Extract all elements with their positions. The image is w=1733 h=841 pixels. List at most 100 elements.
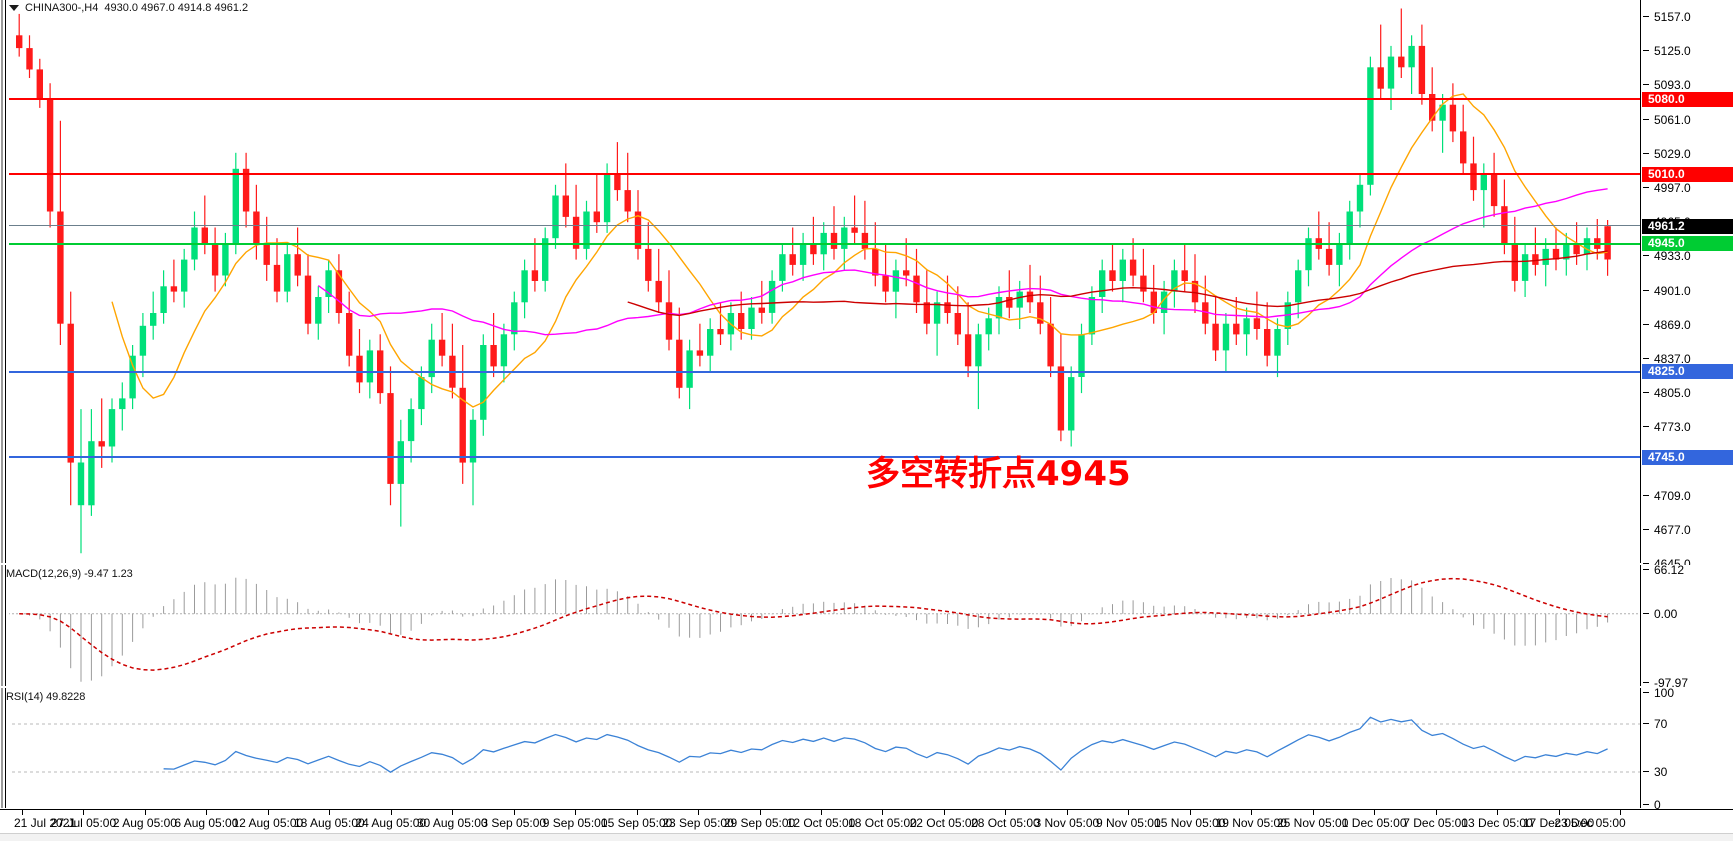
time-axis-tick <box>1066 810 1068 815</box>
time-axis-label: 30 Aug 05:00 <box>416 816 488 830</box>
macd-axis-tick: 0.00 <box>1641 607 1677 621</box>
time-axis-label: 13 Dec 05:00 <box>1461 816 1533 830</box>
symbol-label: CHINA300-,H4 <box>25 2 99 14</box>
triangle-down-icon[interactable] <box>9 5 19 11</box>
rsi-indicator-label: RSI(14) 49.8228 <box>6 691 86 703</box>
price-axis-tick: 4997.0 <box>1641 181 1691 195</box>
rsi-axis-tick: 0 <box>1641 798 1661 812</box>
time-axis-tick <box>698 810 700 815</box>
left-scrollbar-gutter[interactable] <box>0 0 9 563</box>
time-axis-tick <box>882 810 884 815</box>
price-axis-tick: 5125.0 <box>1641 44 1691 58</box>
price-level-badge-last-price[interactable]: 4961.2 <box>1642 218 1733 234</box>
time-axis-tick <box>1620 810 1621 815</box>
macd-plot-area[interactable] <box>0 565 1640 686</box>
time-axis-tick <box>1251 810 1253 815</box>
time-axis-label: 12 Aug 05:00 <box>232 816 304 830</box>
time-axis-label: 23 Sep 05:00 <box>662 816 734 830</box>
price-axis-tick: 4709.0 <box>1641 489 1691 503</box>
time-axis-tick <box>943 810 945 815</box>
time-axis-label: 19 Nov 05:00 <box>1215 816 1287 830</box>
time-axis-tick <box>206 810 208 815</box>
rsi-axis[interactable]: 100 70 30 0 <box>1640 686 1733 812</box>
time-axis-label: 18 Aug 05:00 <box>293 816 365 830</box>
time-axis-tick <box>513 810 515 815</box>
time-axis-label: 21 Jul 2021 <box>14 816 77 830</box>
time-axis[interactable]: 21 Jul 2021 27 Jul 05:00 2 Aug 05:00 6 Aug … <box>0 809 1733 833</box>
price-axis-tick: 4805.0 <box>1641 386 1691 400</box>
price-level-badge-support[interactable]: 4825.0 <box>1642 364 1733 380</box>
rsi-plot-area[interactable] <box>0 688 1640 808</box>
time-axis-label: 3 Nov 05:00 <box>1034 816 1100 830</box>
time-axis-tick <box>1374 810 1376 815</box>
time-axis-label: 18 Oct 05:00 <box>848 816 917 830</box>
price-level-badge-pivot[interactable]: 4945.0 <box>1642 236 1733 252</box>
macd-indicator-label: MACD(12,26,9) -9.47 1.23 <box>6 568 133 580</box>
time-axis-tick <box>1497 810 1499 815</box>
time-axis-label: 23 Dec 05:00 <box>1554 816 1626 830</box>
bottom-scrollbar[interactable] <box>0 833 1733 841</box>
time-axis-label: 1 Dec 05:00 <box>1341 816 1407 830</box>
price-level-line-resistance <box>0 98 1640 101</box>
time-axis-tick <box>1312 810 1314 815</box>
price-axis-tick: 4933.0 <box>1641 249 1691 263</box>
price-axis-tick: 5029.0 <box>1641 147 1691 161</box>
price-axis[interactable]: 5157.05125.05093.05061.05029.04997.04965… <box>1640 0 1733 571</box>
rsi-axis-tick: 30 <box>1641 765 1667 779</box>
rsi-axis-tick: 70 <box>1641 717 1667 731</box>
macd-axis-tick: 66.12 <box>1641 563 1684 577</box>
time-axis-tick <box>329 810 331 815</box>
time-axis-label: 3 Sep 05:00 <box>481 816 547 830</box>
chart-header: CHINA300-,H4 4930.0 4967.0 4914.8 4961.2 <box>9 2 248 14</box>
price-level-badge-support[interactable]: 4745.0 <box>1642 449 1733 465</box>
ohlc-values: 4930.0 4967.0 4914.8 4961.2 <box>104 2 249 14</box>
left-scrollbar-gutter[interactable] <box>0 688 9 808</box>
time-axis-tick <box>1435 810 1437 815</box>
price-axis-tick: 5061.0 <box>1641 113 1691 127</box>
time-axis-label: 24 Aug 05:00 <box>355 816 427 830</box>
price-axis-tick: 5093.0 <box>1641 78 1691 92</box>
time-axis-label: 25 Nov 05:00 <box>1276 816 1349 830</box>
time-axis-tick <box>1558 810 1560 815</box>
price-axis-tick: 4677.0 <box>1641 523 1691 537</box>
time-axis-label: 15 Nov 05:00 <box>1154 816 1226 830</box>
time-axis-label: 29 Sep 05:00 <box>723 816 796 830</box>
macd-axis[interactable]: 66.12 0.00 -97.97 <box>1640 563 1733 690</box>
time-axis-label: 12 Oct 05:00 <box>786 816 856 830</box>
time-axis-tick <box>1128 810 1130 815</box>
price-axis-tick: 4837.0 <box>1641 352 1691 366</box>
time-axis-tick <box>821 810 822 815</box>
price-plot-area[interactable] <box>0 0 1640 564</box>
time-axis-tick <box>144 810 146 815</box>
price-level-line-resistance <box>0 173 1640 176</box>
time-axis-label: 6 Aug 05:00 <box>174 816 239 830</box>
time-axis-tick <box>759 810 761 815</box>
time-axis-tick <box>1189 810 1191 815</box>
time-axis-tick <box>1005 810 1007 815</box>
time-axis-label: 9 Nov 05:00 <box>1095 816 1161 830</box>
price-level-line-last-price <box>0 225 1640 227</box>
time-axis-tick <box>83 810 85 815</box>
left-scrollbar-gutter[interactable] <box>0 565 9 686</box>
price-axis-tick: 4869.0 <box>1641 318 1691 332</box>
time-axis-tick <box>22 810 23 815</box>
price-axis-tick: 5157.0 <box>1641 10 1691 24</box>
time-axis-tick <box>390 810 392 815</box>
time-axis-tick <box>636 810 638 815</box>
price-axis-tick: 4773.0 <box>1641 420 1691 434</box>
price-level-line-support <box>0 456 1640 459</box>
time-axis-label: 17 Dec 05:00 <box>1522 816 1595 830</box>
price-level-line-support <box>0 370 1640 373</box>
time-axis-label: 27 Jul 05:00 <box>50 816 117 830</box>
macd-axis-tick: -97.97 <box>1641 676 1688 690</box>
time-axis-tick <box>267 810 269 815</box>
rsi-axis-tick: 100 <box>1641 686 1674 700</box>
price-level-badge-resistance[interactable]: 5080.0 <box>1642 91 1733 107</box>
price-level-line-pivot <box>0 242 1640 245</box>
chart-annotation: 多空转折点4945 <box>866 454 1131 494</box>
price-level-badge-resistance[interactable]: 5010.0 <box>1642 166 1733 182</box>
time-axis-label: 9 Sep 05:00 <box>542 816 608 830</box>
price-axis-tick: 4901.0 <box>1641 284 1691 298</box>
time-axis-tick <box>452 810 454 815</box>
